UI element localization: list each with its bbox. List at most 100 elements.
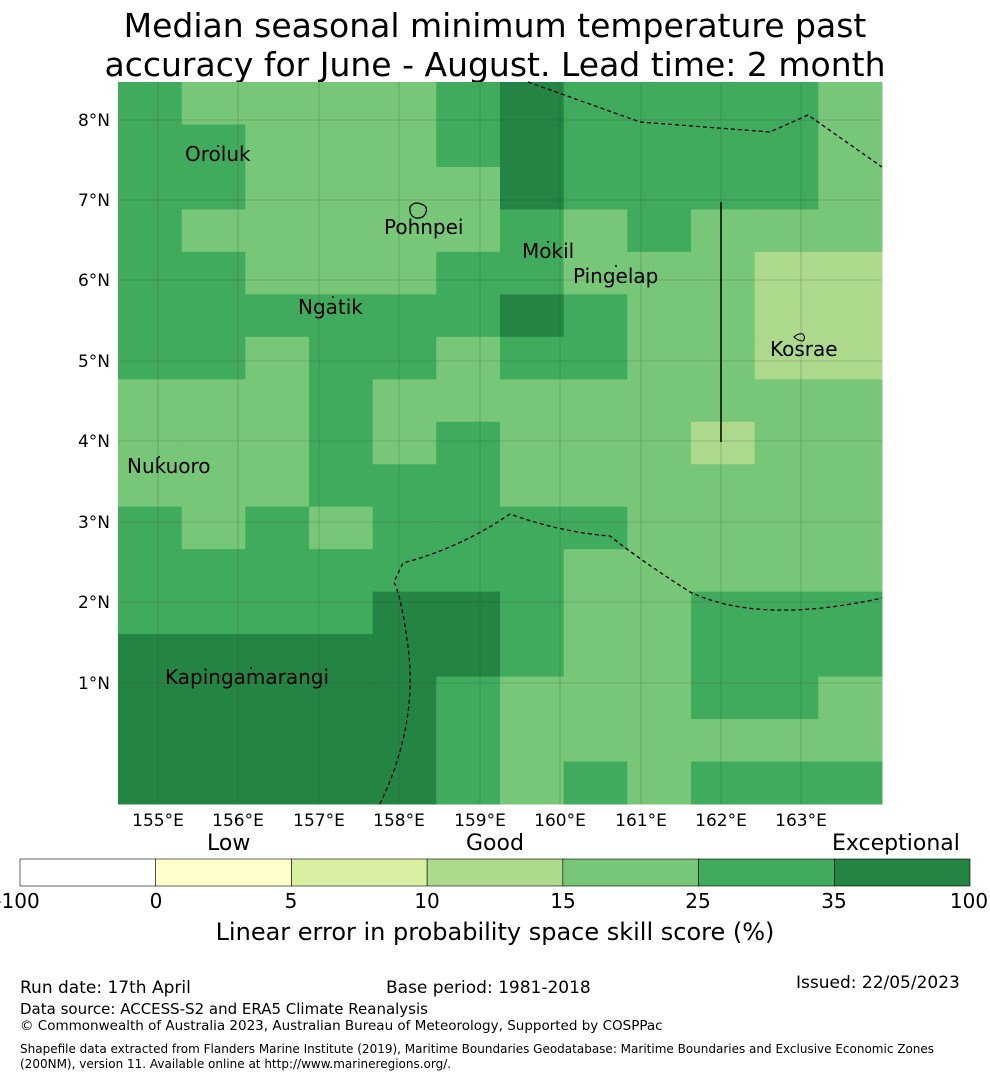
colorbar-segment <box>562 858 699 887</box>
grid-cell <box>500 591 565 635</box>
run-date: Run date: 17th April <box>20 978 191 998</box>
grid-cell <box>500 166 565 210</box>
grid-cell <box>181 166 246 210</box>
grid-cell <box>309 336 374 380</box>
grid-cell <box>691 761 756 805</box>
grid-cell <box>563 294 628 338</box>
shapefile-credit-line-1: Shapefile data extracted from Flanders M… <box>20 1042 935 1056</box>
shapefile-credit-line-2: (200NM), version 11. Available online at… <box>20 1057 452 1071</box>
grid-cell <box>309 761 374 805</box>
grid-cell <box>691 591 756 635</box>
grid-cell <box>245 634 310 678</box>
grid-cell <box>563 82 628 125</box>
grid-cell <box>818 209 883 253</box>
lon-label-162e: 162°E <box>695 811 747 831</box>
grid-cell <box>627 166 692 210</box>
pingelap-atoll-mark <box>615 265 617 267</box>
grid-cell <box>118 591 183 635</box>
grid-cell <box>181 421 246 465</box>
grid-cell <box>118 421 183 465</box>
grid-cell <box>372 209 437 253</box>
grid-cell <box>372 82 437 125</box>
grid-cell <box>500 336 565 380</box>
grid-cell <box>818 82 883 125</box>
grid-cell <box>691 634 756 678</box>
grid-cell <box>563 506 628 550</box>
lon-label-160e: 160°E <box>534 811 586 831</box>
grid-cell <box>181 506 246 550</box>
grid-cell <box>181 761 246 805</box>
grid-cell <box>181 124 246 168</box>
grid-cell <box>245 676 310 720</box>
grid-cell <box>118 336 183 380</box>
grid-cell <box>309 549 374 593</box>
grid-cell <box>118 251 183 295</box>
grid-cell <box>500 634 565 678</box>
grid-cell <box>754 82 819 125</box>
grid-cell <box>372 166 437 210</box>
grid-cell <box>818 379 883 423</box>
grid-cell <box>754 506 819 550</box>
colorbar-tick-15: 15 <box>550 889 576 913</box>
grid-cell <box>372 634 437 678</box>
grid-cell <box>181 676 246 720</box>
grid-cell <box>754 634 819 678</box>
grid-cell <box>436 591 501 635</box>
grid-cell <box>627 294 692 338</box>
grid-cell <box>818 251 883 295</box>
kosrae-island-shape <box>793 333 805 342</box>
grid-cell <box>754 251 819 295</box>
grid-cell <box>818 166 883 210</box>
grid-cell <box>500 719 565 763</box>
kapinga-atoll-mark <box>250 667 252 669</box>
grid-cell <box>181 379 246 423</box>
grid-cell <box>245 209 310 253</box>
grid-cell <box>500 549 565 593</box>
grid-cell <box>436 82 501 125</box>
grid-cell <box>691 251 756 295</box>
graticule <box>118 82 882 804</box>
grid-cell <box>563 209 628 253</box>
grid-cell <box>309 82 374 125</box>
grid-cell <box>818 464 883 508</box>
grid-cell <box>309 676 374 720</box>
grid-cell <box>627 506 692 550</box>
grid-cell <box>500 379 565 423</box>
grid-cell <box>818 549 883 593</box>
grid-cell <box>500 676 565 720</box>
grid-cell <box>691 82 756 125</box>
grid-cell <box>436 506 501 550</box>
grid-cell <box>245 336 310 380</box>
grid-cell <box>372 379 437 423</box>
grid-cell <box>372 124 437 168</box>
grid-cell <box>627 634 692 678</box>
grid-cell <box>563 591 628 635</box>
skill-grid <box>118 82 883 805</box>
grid-cell <box>118 719 183 763</box>
grid-cell <box>372 506 437 550</box>
grid-cell <box>181 464 246 508</box>
grid-cell <box>754 549 819 593</box>
lat-label-3n: 3°N <box>78 513 110 533</box>
nukuoro-atoll-mark <box>158 456 160 458</box>
grid-cell <box>245 464 310 508</box>
grid-cell <box>627 421 692 465</box>
grid-cell <box>372 761 437 805</box>
grid-cell <box>627 209 692 253</box>
grid-cell <box>691 124 756 168</box>
colorbar-segment <box>698 858 835 887</box>
grid-cell <box>309 719 374 763</box>
grid-cell <box>818 506 883 550</box>
grid-cell <box>372 676 437 720</box>
grid-cell <box>436 336 501 380</box>
grid-cell <box>754 421 819 465</box>
grid-cell <box>818 719 883 763</box>
grid-cell <box>436 719 501 763</box>
lat-label-4n: 4°N <box>78 432 110 452</box>
grid-cell <box>500 294 565 338</box>
grid-cell <box>309 506 374 550</box>
grid-cell <box>818 634 883 678</box>
grid-cell <box>563 676 628 720</box>
grid-cell <box>563 166 628 210</box>
grid-cell <box>245 124 310 168</box>
